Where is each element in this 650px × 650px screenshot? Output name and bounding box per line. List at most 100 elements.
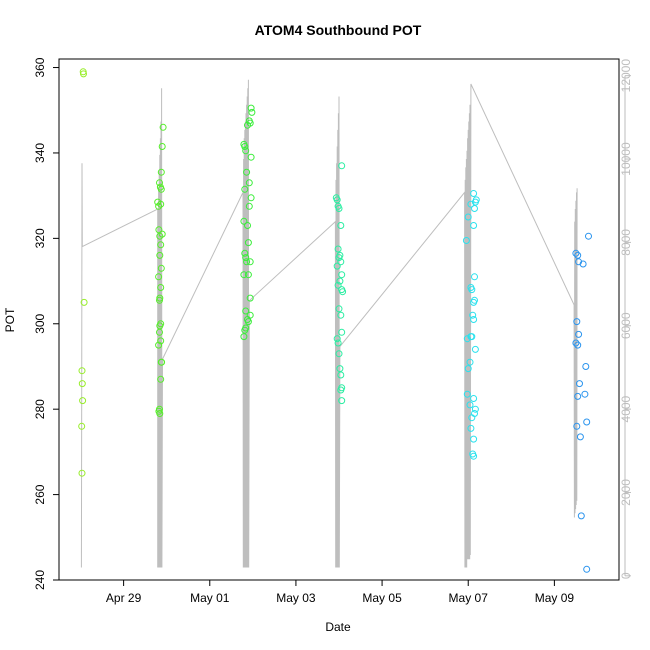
y2-tick-label: 12000 bbox=[619, 59, 633, 93]
data-point-series-3 bbox=[242, 307, 250, 315]
data-point-series-1 bbox=[78, 367, 86, 375]
data-point-series-3 bbox=[242, 254, 250, 262]
data-point-series-2 bbox=[157, 241, 165, 249]
data-point-series-4 bbox=[338, 328, 346, 336]
data-point-series-2 bbox=[156, 328, 163, 336]
y-tick-label: 360 bbox=[33, 57, 47, 77]
y2-tick-label: 8000 bbox=[619, 229, 633, 256]
data-point-series-3 bbox=[243, 258, 251, 266]
data-point-series-4 bbox=[337, 371, 345, 379]
data-point-series-2 bbox=[156, 251, 164, 259]
data-point-series-2 bbox=[158, 358, 166, 366]
data-point-series-5 bbox=[463, 335, 471, 343]
x-axis-label: Date bbox=[325, 620, 351, 634]
data-point-series-4 bbox=[337, 258, 345, 266]
data-point-series-3 bbox=[244, 318, 252, 326]
data-point-series-4 bbox=[337, 222, 345, 229]
data-point-series-5 bbox=[468, 414, 476, 422]
data-point-series-5 bbox=[471, 198, 479, 206]
data-point-series-5 bbox=[471, 205, 478, 212]
data-point-series-4 bbox=[335, 254, 343, 262]
data-point-series-2 bbox=[157, 264, 165, 272]
data-point-series-3 bbox=[241, 249, 249, 257]
data-point-series-3 bbox=[240, 333, 248, 341]
data-point-series-5 bbox=[469, 311, 477, 319]
data-point-series-4 bbox=[338, 286, 346, 294]
data-point-series-5 bbox=[467, 200, 475, 208]
y-tick-label: 260 bbox=[33, 484, 47, 504]
data-point-series-5 bbox=[468, 286, 476, 294]
data-point-series-5 bbox=[467, 424, 475, 432]
data-point-series-4 bbox=[336, 277, 344, 285]
data-point-series-5 bbox=[470, 435, 478, 443]
data-point-series-4 bbox=[338, 271, 346, 279]
data-point-series-5 bbox=[462, 237, 470, 244]
data-point-series-4 bbox=[337, 311, 345, 319]
data-point-series-4 bbox=[333, 335, 341, 343]
data-point-series-2 bbox=[155, 407, 163, 415]
x-tick-label: Apr 29 bbox=[106, 591, 142, 605]
secondary-series-line bbox=[80, 79, 578, 568]
y-tick-label: 280 bbox=[33, 399, 47, 419]
data-point-series-4 bbox=[335, 305, 343, 313]
data-point-series-2 bbox=[157, 200, 165, 208]
data-point-series-5 bbox=[471, 345, 479, 353]
data-point-series-6 bbox=[582, 363, 590, 370]
data-point-series-4 bbox=[338, 397, 346, 405]
data-point-series-5 bbox=[464, 213, 472, 221]
data-point-series-5 bbox=[466, 401, 474, 409]
data-point-series-6 bbox=[585, 232, 592, 240]
data-point-series-6 bbox=[572, 249, 580, 257]
x-tick-label: May 07 bbox=[449, 591, 489, 605]
data-point-series-1 bbox=[78, 380, 86, 388]
data-point-series-6 bbox=[579, 260, 587, 268]
data-point-series-4 bbox=[337, 386, 345, 394]
y2-tick-label: 0 bbox=[619, 572, 633, 579]
data-point-series-2 bbox=[156, 179, 163, 187]
data-point-series-5 bbox=[470, 190, 478, 197]
data-point-series-6 bbox=[573, 318, 581, 326]
data-point-series-2 bbox=[159, 123, 167, 131]
data-point-series-2 bbox=[157, 375, 165, 383]
data-point-series-1 bbox=[80, 70, 87, 78]
y-tick-label: 320 bbox=[33, 228, 47, 248]
plot-border bbox=[58, 58, 620, 581]
data-point-series-2 bbox=[156, 296, 163, 304]
data-point-series-3 bbox=[240, 217, 248, 225]
data-point-series-4 bbox=[334, 245, 342, 253]
data-point-series-2 bbox=[157, 284, 165, 291]
data-point-series-6 bbox=[574, 341, 582, 349]
data-point-series-3 bbox=[241, 185, 249, 193]
data-point-series-3 bbox=[244, 121, 251, 129]
data-point-series-3 bbox=[241, 143, 249, 150]
data-point-series-2 bbox=[156, 232, 164, 240]
data-point-series-1 bbox=[78, 469, 86, 477]
data-point-series-6 bbox=[576, 380, 583, 388]
data-point-series-1 bbox=[78, 422, 86, 430]
data-point-series-2 bbox=[157, 337, 165, 345]
data-point-series-6 bbox=[583, 418, 591, 426]
data-point-series-4 bbox=[334, 339, 342, 347]
data-point-series-6 bbox=[574, 251, 582, 259]
y2-tick-label: 4000 bbox=[619, 395, 633, 422]
data-point-series-6 bbox=[575, 330, 583, 338]
data-point-series-4 bbox=[332, 194, 340, 202]
data-point-series-4 bbox=[333, 262, 341, 270]
y2-tick-label: 6000 bbox=[619, 312, 633, 339]
x-tick-label: May 09 bbox=[535, 591, 575, 605]
y2-tick-label: 2000 bbox=[619, 479, 633, 506]
data-point-series-3 bbox=[243, 168, 251, 176]
data-point-series-1 bbox=[80, 298, 88, 306]
y2-tick-label: 10000 bbox=[619, 142, 633, 176]
data-point-series-3 bbox=[247, 153, 255, 161]
data-point-series-3 bbox=[248, 108, 256, 116]
data-point-series-4 bbox=[335, 350, 343, 358]
data-point-series-3 bbox=[242, 147, 250, 155]
data-point-series-2 bbox=[155, 341, 163, 349]
data-point-series-5 bbox=[464, 365, 472, 373]
data-point-series-3 bbox=[246, 294, 254, 302]
data-point-series-6 bbox=[574, 392, 582, 400]
y-tick-label: 340 bbox=[33, 143, 47, 163]
data-point-series-3 bbox=[244, 271, 252, 279]
